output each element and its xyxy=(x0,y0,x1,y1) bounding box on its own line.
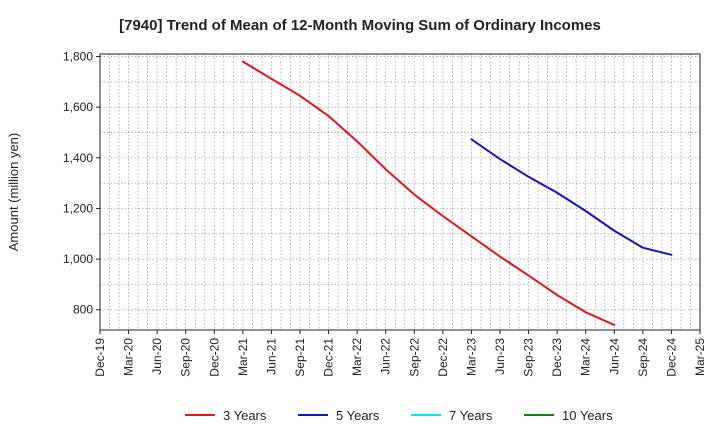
x-tick-label: Dec-21 xyxy=(322,338,336,377)
y-tick-label: 800 xyxy=(73,303,93,317)
x-tick-label: Dec-22 xyxy=(436,338,450,377)
y-tick-label: 1,600 xyxy=(63,100,93,114)
x-tick-label: Mar-25 xyxy=(693,338,707,376)
x-tick-label: Dec-24 xyxy=(664,338,678,377)
legend: 3 Years 5 Years 7 Years 10 Years xyxy=(185,408,613,423)
grid-lines xyxy=(99,54,701,330)
x-tick-label: Jun-23 xyxy=(493,338,507,375)
y-axis-label: Amount (million yen) xyxy=(6,133,21,252)
chart-title: [7940] Trend of Mean of 12-Month Moving … xyxy=(119,17,601,34)
x-tick-label: Jun-21 xyxy=(264,338,278,375)
legend-label: 7 Years xyxy=(449,408,493,423)
x-tick-label: Mar-24 xyxy=(579,338,593,376)
y-tick-label: 1,000 xyxy=(63,252,93,266)
x-tick-label: Sep-21 xyxy=(293,338,307,377)
y-tick-label: 1,800 xyxy=(63,50,93,64)
legend-label: 3 Years xyxy=(223,408,267,423)
y-tick-label: 1,400 xyxy=(63,151,93,165)
series-line-5-years xyxy=(470,138,673,256)
x-tick-label: Mar-22 xyxy=(350,338,364,376)
x-tick-label: Sep-22 xyxy=(407,338,421,377)
x-axis-ticks: Dec-19 Mar-20 Jun-20 Sep-20 Dec-20 Mar-21 Jun-… xyxy=(93,330,707,377)
x-tick-label: Mar-23 xyxy=(464,338,478,376)
x-tick-label: Jun-20 xyxy=(150,338,164,375)
x-tick-label: Sep-24 xyxy=(636,338,650,377)
x-tick-label: Sep-23 xyxy=(522,338,536,377)
x-tick-label: Sep-20 xyxy=(179,338,193,377)
x-tick-label: Dec-20 xyxy=(207,338,221,377)
series-lines xyxy=(241,60,673,326)
plot-frame xyxy=(99,53,701,331)
x-tick-label: Dec-19 xyxy=(93,338,107,377)
y-tick-label: 1,200 xyxy=(63,201,93,215)
x-tick-label: Jun-24 xyxy=(607,338,621,375)
legend-label: 5 Years xyxy=(336,408,380,423)
x-tick-label: Dec-23 xyxy=(550,338,564,377)
series-line-3-years xyxy=(241,60,616,326)
x-tick-label: Mar-21 xyxy=(236,338,250,376)
plot-area xyxy=(100,54,700,330)
x-tick-label: Mar-20 xyxy=(122,338,136,376)
y-axis-ticks: 800 1,000 1,200 1,400 1,600 1,800 xyxy=(63,50,100,317)
legend-label: 10 Years xyxy=(562,408,613,423)
x-tick-label: Jun-22 xyxy=(379,338,393,375)
